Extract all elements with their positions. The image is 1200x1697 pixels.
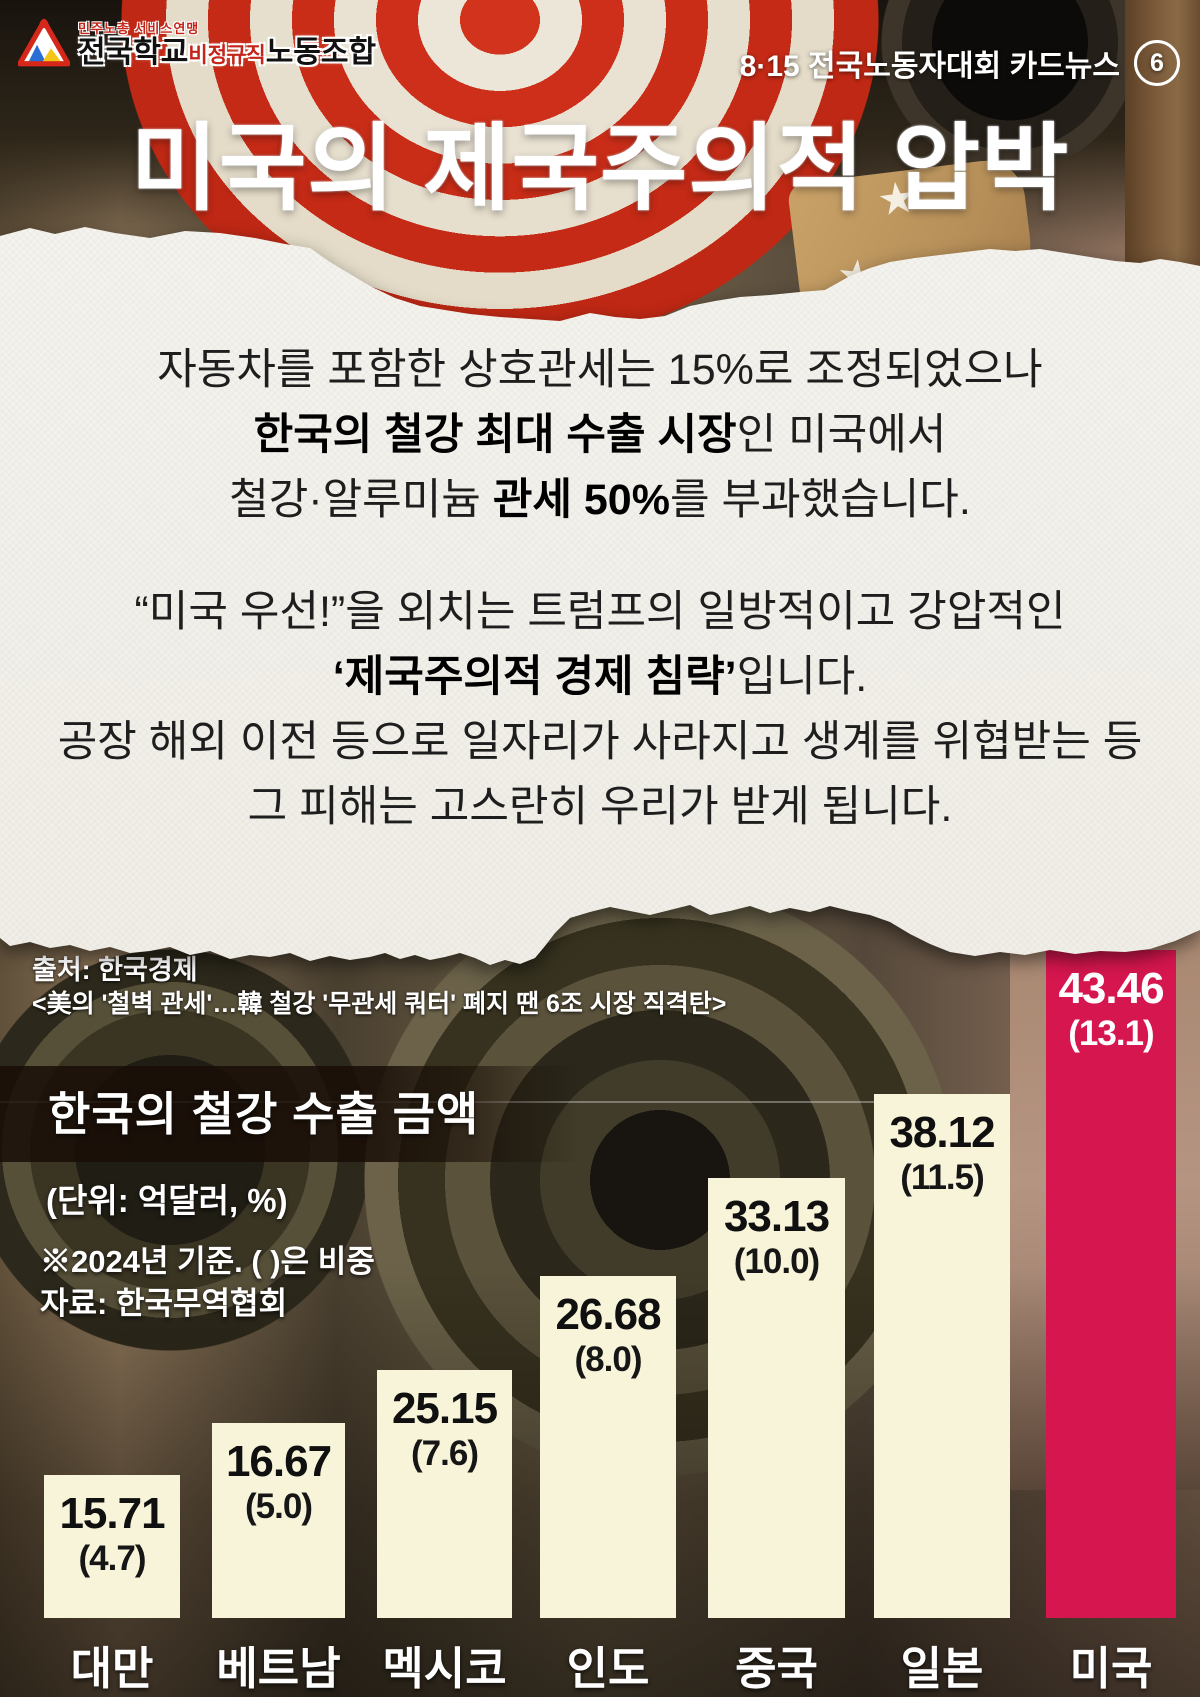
source-headline: <美의 '철벽 관세'…韓 철강 '무관세 쿼터' 폐지 땐 6조 시장 직격탄…	[32, 990, 727, 1018]
bar-category-label: 중국	[735, 1643, 818, 1694]
text-line: 자동차를 포함한 상호관세는 15%로 조정되었으나	[20, 338, 1180, 403]
union-logo: 민주노총 서비스연맹 전국학교비정규직노동조합	[18, 18, 376, 69]
bar-share: (8.0)	[574, 1340, 643, 1380]
bold-text-segment: ‘제국주의적 경제 침략’	[332, 653, 737, 701]
bar-share: (10.0)	[733, 1242, 820, 1282]
bold-text-segment: 한국의 철강 최대 수출 시장	[253, 411, 737, 459]
text-line: 그 피해는 고스란히 우리가 받게 됩니다.	[20, 775, 1180, 840]
edition-label: 8·15 전국노동자대회 카드뉴스 6	[740, 40, 1180, 86]
chart-bar-일본: 38.12 (11.5)	[874, 1094, 1010, 1618]
paragraph: “미국 우선!”을 외치는 트럼프의 일방적이고 강압적인 ‘제국주의적 경제 침…	[20, 580, 1180, 840]
bar-value: 15.71	[59, 1489, 165, 1538]
edition-text: 8·15 전국노동자대회 카드뉴스	[739, 50, 1120, 83]
text-segment: 그 피해는 고스란히 우리가 받게 됩니다.	[247, 783, 953, 831]
union-name-part3: 노동조합	[265, 36, 377, 69]
bar-share: (13.1)	[1068, 1014, 1154, 1054]
text-line: 철강·알루미늄 관세 50%를 부과했습니다.	[20, 468, 1180, 533]
chart-bar-인도: 26.68 (8.0)	[540, 1276, 676, 1618]
bar-category-label: 일본	[900, 1643, 984, 1694]
chart-title-band	[0, 1066, 580, 1162]
text-segment: 철강·알루미늄	[229, 476, 493, 524]
union-name-part2: 비정규직	[188, 44, 266, 67]
bar-value: 43.46	[1058, 964, 1164, 1013]
text-segment: 입니다.	[736, 653, 868, 701]
edition-number-badge: 6	[1134, 40, 1180, 86]
bar-share: (7.6)	[411, 1434, 479, 1474]
text-segment: 를 부과했습니다.	[669, 476, 971, 524]
chart-bar-베트남: 16.67 (5.0)	[212, 1423, 345, 1618]
text-line: ‘제국주의적 경제 침략’입니다.	[20, 645, 1180, 710]
chart-unit-label: (단위: 억달러, %)	[46, 1182, 288, 1219]
bar-value: 25.15	[391, 1384, 498, 1433]
chart-note: ※2024년 기준. ( )은 비중	[40, 1244, 375, 1279]
chart-bar-대만: 15.71 (4.7)	[44, 1475, 180, 1618]
bar-category-label: 멕시코	[382, 1643, 507, 1694]
text-segment: “미국 우선!”을 외치는 트럼프의 일방적이고 강압적인	[134, 588, 1066, 636]
union-name-part1: 전국학교	[78, 36, 189, 69]
text-line: “미국 우선!”을 외치는 트럼프의 일방적이고 강압적인	[20, 580, 1180, 645]
bar-value: 26.68	[555, 1290, 661, 1339]
mountain-logo-icon	[18, 18, 70, 67]
chart-bar-미국: 43.46 (13.1)	[1046, 950, 1176, 1618]
text-segment: 자동차를 포함한 상호관세는 15%로 조정되었으나	[157, 346, 1043, 394]
bar-category-label: 미국	[1069, 1643, 1153, 1694]
chart-title: 한국의 철강 수출 금액	[48, 1088, 480, 1140]
page-title: 미국의 제국주의적 압박	[130, 116, 1070, 222]
union-parent-label: 민주노총 서비스연맹	[78, 21, 200, 36]
bar-value: 33.13	[723, 1192, 830, 1241]
text-segment: 인 미국에서	[736, 411, 947, 459]
bold-text-segment: 관세 50%	[492, 476, 670, 524]
bar-category-label: 대만	[70, 1643, 154, 1694]
chart-source: 자료: 한국무역협회	[40, 1286, 288, 1321]
bar-share: (4.7)	[78, 1539, 147, 1579]
bar-value: 38.12	[889, 1108, 995, 1157]
bar-category-label: 인도	[566, 1643, 650, 1694]
bar-category-label: 베트남	[216, 1643, 341, 1694]
bar-share: (5.0)	[245, 1487, 313, 1527]
chart-bar-중국: 33.13 (10.0)	[708, 1178, 845, 1618]
chart-bar-멕시코: 25.15 (7.6)	[377, 1370, 512, 1618]
text-line: 공장 해외 이전 등으로 일자리가 사라지고 생계를 위협받는 등	[20, 710, 1180, 775]
bar-share: (11.5)	[900, 1158, 985, 1198]
text-line: 한국의 철강 최대 수출 시장인 미국에서	[20, 403, 1180, 468]
union-name: 전국학교비정규직노동조합	[78, 37, 376, 69]
text-segment: 공장 해외 이전 등으로 일자리가 사라지고 생계를 위협받는 등	[57, 718, 1143, 766]
bar-value: 16.67	[225, 1437, 332, 1486]
